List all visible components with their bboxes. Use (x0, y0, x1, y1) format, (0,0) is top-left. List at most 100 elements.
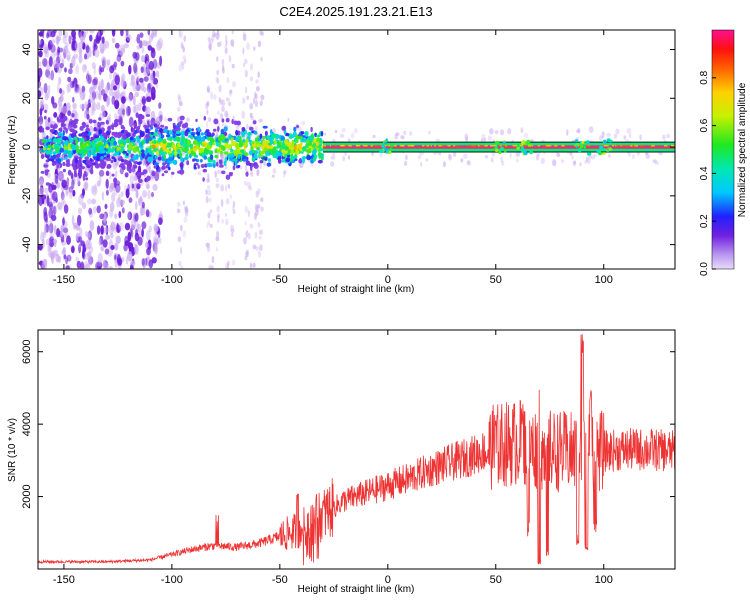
scatter-blob (180, 61, 184, 66)
y-tick-label: 6000 (21, 339, 33, 363)
cluster-blob (280, 136, 285, 141)
scatter-blob (552, 159, 557, 167)
scatter-blob (228, 101, 231, 107)
scatter-blob (54, 224, 57, 235)
cluster-blob (183, 157, 188, 160)
scatter-blob (128, 64, 132, 75)
band-streak (612, 144, 615, 147)
scatter-blob (627, 151, 632, 157)
scatter-blob (652, 159, 657, 164)
scatter-blob (341, 127, 346, 133)
scatter-blob (106, 59, 111, 66)
scatter-blob (103, 214, 107, 225)
scatter-blob (231, 63, 235, 69)
scatter-blob (75, 256, 79, 262)
cluster-blob (192, 159, 195, 162)
scatter-blob (68, 68, 73, 75)
scatter-blob (405, 154, 408, 161)
cluster-blob (47, 144, 52, 149)
cluster-blob (187, 150, 191, 154)
scatter-blob (71, 56, 76, 67)
cluster-blob (74, 120, 78, 125)
band-streak (546, 144, 549, 147)
scatter-blob (58, 170, 64, 182)
cluster-blob (223, 160, 227, 167)
cluster-blob (196, 136, 202, 142)
cluster-blob (45, 126, 50, 131)
cluster-blob (274, 140, 277, 145)
scatter-blob (78, 54, 83, 64)
scatter-blob (339, 133, 345, 139)
scatter-blob (224, 110, 229, 118)
cluster-blob (258, 154, 264, 158)
cluster-blob (249, 165, 253, 172)
scatter-blob (395, 132, 400, 137)
scatter-blob (210, 37, 213, 46)
scatter-blob (425, 158, 428, 162)
cluster-blob (188, 144, 194, 148)
y-tick-label: 0 (21, 144, 33, 150)
scatter-blob (62, 217, 65, 226)
cluster-blob (219, 150, 224, 155)
scatter-blob (216, 30, 220, 37)
scatter-blob (271, 174, 275, 178)
band-bulge (602, 152, 606, 155)
scatter-blob (501, 160, 505, 166)
cluster-blob (182, 142, 188, 148)
cluster-blob (177, 170, 182, 174)
scatter-blob (130, 218, 137, 229)
scatter-blob (260, 56, 263, 62)
band-streak (490, 144, 492, 147)
scatter-blob (252, 244, 257, 250)
cluster-blob (177, 148, 181, 154)
scatter-blob (136, 223, 141, 232)
scatter-blob (120, 79, 126, 88)
cluster-blob (138, 178, 143, 183)
scatter-blob (140, 66, 144, 74)
cluster-blob (301, 156, 307, 160)
scatter-blob (222, 67, 225, 74)
cluster-blob (163, 154, 166, 160)
cluster-blob (177, 136, 181, 142)
scatter-blob (208, 43, 212, 51)
cluster-blob (232, 165, 236, 171)
scatter-blob (109, 71, 113, 80)
band-streak (515, 144, 518, 147)
x-tick-label: 50 (490, 574, 502, 586)
scatter-blob (227, 183, 230, 189)
band-streak (524, 144, 527, 147)
scatter-blob (93, 77, 99, 86)
scatter-blob (134, 244, 139, 255)
cluster-blob (238, 142, 244, 148)
scatter-blob (259, 100, 263, 107)
scatter-blob (225, 198, 230, 205)
cluster-blob (265, 150, 268, 157)
scatter-blob (254, 125, 258, 133)
scatter-blob (408, 130, 413, 136)
scatter-blob (113, 85, 117, 91)
cluster-blob (50, 124, 53, 129)
cluster-blob (167, 117, 173, 122)
scatter-blob (53, 112, 58, 118)
cluster-blob (67, 169, 72, 176)
scatter-blob (90, 105, 94, 116)
scatter-blob (82, 251, 86, 260)
scatter-blob (100, 245, 105, 252)
cluster-blob (114, 158, 117, 162)
scatter-blob (639, 134, 642, 141)
band-streak (671, 144, 675, 147)
cluster-blob (154, 162, 159, 166)
band-bulge (596, 149, 600, 153)
scatter-blob (63, 45, 69, 54)
cluster-blob (137, 125, 141, 131)
scatter-blob (105, 189, 109, 196)
scatter-blob (90, 85, 96, 93)
scatter-blob (177, 106, 181, 112)
scatter-blob (96, 180, 101, 187)
cluster-blob (153, 123, 158, 128)
scatter-blob (45, 118, 49, 129)
cluster-blob (101, 150, 106, 154)
scatter-blob (250, 170, 254, 177)
scatter-blob (225, 262, 229, 269)
cluster-blob (181, 123, 187, 129)
